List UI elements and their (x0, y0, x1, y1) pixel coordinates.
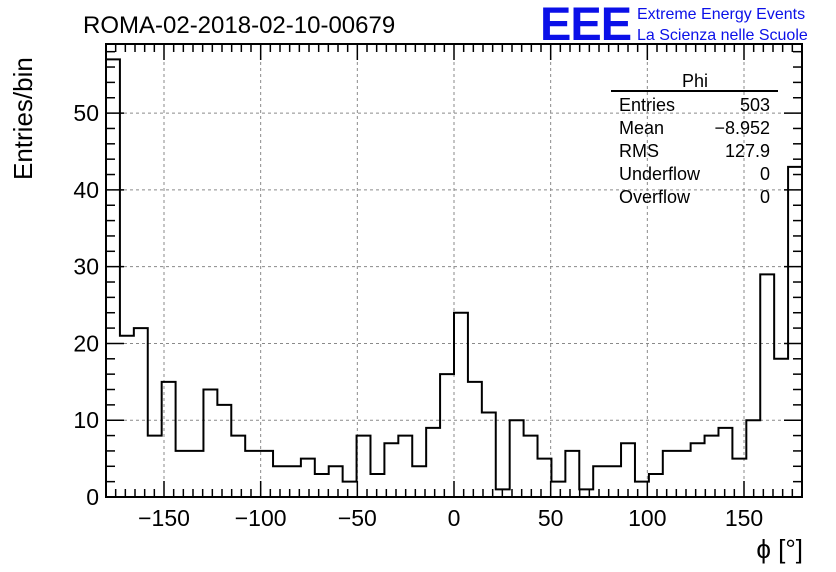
axis-ticks (106, 44, 802, 498)
stats-row-label: Overflow (619, 187, 691, 207)
y-tick-label: 0 (86, 484, 99, 510)
stats-row-label: Underflow (619, 164, 701, 184)
stats-row-value: 127.9 (725, 141, 770, 161)
stats-row-value: 503 (740, 95, 770, 115)
histogram-series (106, 58, 802, 491)
y-tick-label: 40 (73, 177, 99, 203)
stats-row-value: 0 (760, 187, 770, 207)
x-tick-label: 100 (628, 505, 666, 531)
logo-line-1: Extreme Energy Events (637, 6, 805, 23)
stats-row-label: RMS (619, 141, 659, 161)
x-tick-label: −50 (338, 505, 377, 531)
y-tick-label: 20 (73, 330, 99, 356)
stats-row-value: 0 (760, 164, 770, 184)
stats-row-value: −8.952 (714, 118, 770, 138)
x-tick-label: 150 (725, 505, 763, 531)
x-tick-label: −100 (235, 505, 287, 531)
y-tick-label: 30 (73, 254, 99, 280)
logo-line-2: La Scienza nelle Scuole (637, 27, 808, 44)
stats-row-label: Mean (619, 118, 664, 138)
x-axis-label: ϕ [°] (756, 534, 803, 564)
stats-rows: Entries 503 Mean −8.952 RMS 127.9 Underflow 0 Ov… (619, 95, 770, 207)
chart-title: ROMA-02-2018-02-10-00679 (83, 12, 395, 39)
axis-tick-labels: −150 −100 −50 0 50 100 150 0 10 20 30 40 50 (73, 100, 763, 531)
x-tick-label: −150 (138, 505, 190, 531)
stats-box: Phi Entries 503 Mean −8.952 RMS 127.9 Underflo… (611, 71, 778, 207)
eee-logo: EEE Extreme Energy Events La Scienza nel… (540, 0, 808, 50)
y-tick-label: 10 (73, 407, 99, 433)
stats-row-label: Entries (619, 95, 675, 115)
stats-title: Phi (682, 71, 708, 91)
x-tick-label: 0 (448, 505, 461, 531)
logo-mark: EEE (540, 0, 631, 50)
grid-lines (106, 44, 802, 497)
y-axis-label: Entries/bin (8, 57, 38, 180)
y-tick-label: 50 (73, 100, 99, 126)
x-tick-label: 50 (538, 505, 564, 531)
